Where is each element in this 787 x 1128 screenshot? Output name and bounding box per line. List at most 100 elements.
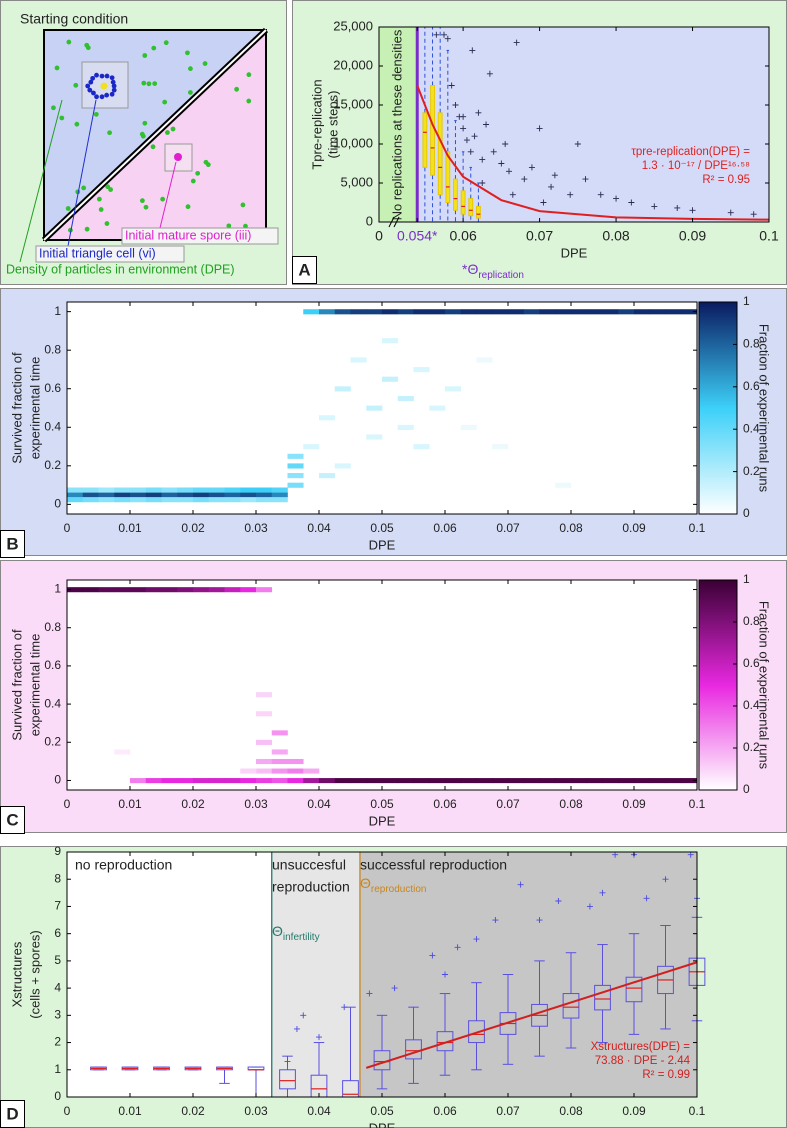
outlier: [567, 191, 574, 198]
cell-particle: [111, 87, 117, 93]
x-tick-label: 0.1: [689, 1104, 706, 1118]
heat-cell: [303, 768, 320, 774]
heat-cell: [649, 778, 666, 784]
outlier: [643, 895, 650, 902]
outlier: [548, 183, 555, 190]
heat-cell: [224, 587, 241, 593]
x-axis-label: DPE: [561, 245, 588, 260]
region: [67, 852, 272, 1097]
particle: [246, 98, 252, 104]
x-tick-label: 0.09: [622, 797, 646, 811]
heat-cell: [130, 487, 147, 493]
pointer: [67, 99, 97, 247]
heat-cell: [240, 497, 257, 503]
heat-cell: [382, 338, 399, 344]
colorbar-tick-label: 0.4: [743, 698, 760, 712]
fit-label: 73.88 · DPE - 2.44: [595, 1055, 691, 1067]
heat-cell: [67, 497, 84, 503]
heat-cell: [287, 758, 304, 765]
heat-cell: [224, 487, 241, 493]
threshold-symbol: *Θ: [462, 261, 478, 277]
box: [445, 151, 451, 204]
x-tick-label: 0.08: [602, 228, 629, 244]
heat-cell: [161, 487, 178, 493]
x-tick-label: 0.09: [622, 521, 646, 535]
threshold-symbol: Θ: [360, 875, 371, 891]
x-tick-label: 0.05: [370, 521, 394, 535]
chart: 0 0.2 0.4 0.6 0.8 1 Fraction of experimental r…: [0, 572, 772, 834]
region-label: no reproduction: [75, 857, 172, 873]
outlier: [479, 156, 486, 163]
heat-cell: [287, 778, 304, 784]
y-tick-label: 4: [54, 980, 61, 994]
diagram-title: Starting condition: [20, 11, 128, 27]
threshold-symbol: Θ: [272, 923, 283, 939]
heat-cell: [114, 487, 131, 493]
colorbar: [698, 301, 738, 515]
heat-cell: [366, 309, 383, 315]
outlier: [498, 160, 505, 167]
particle: [188, 90, 193, 95]
heat-cell: [161, 497, 178, 503]
heat-cell: [240, 487, 257, 493]
heat-cell: [460, 778, 477, 784]
heat-cell: [193, 492, 210, 498]
heat-cell: [508, 309, 525, 315]
cell-particle: [99, 94, 105, 100]
outlier: [551, 172, 558, 179]
heat-cell: [618, 778, 635, 784]
heat-cell: [193, 778, 210, 784]
particle: [142, 53, 148, 58]
axis-break: [388, 216, 400, 228]
x-tick-label: 0.01: [118, 521, 142, 535]
y-tick-label: 8: [54, 871, 61, 885]
outlier: [674, 204, 681, 211]
x-axis-label: DPE: [369, 813, 396, 828]
x-tick-label: 0.07: [526, 228, 553, 244]
box: [460, 190, 466, 215]
heat-cell: [67, 492, 84, 498]
heat-cell: [256, 492, 273, 498]
heat-cell: [256, 497, 273, 503]
heat-cell: [382, 309, 399, 315]
box: [468, 198, 474, 217]
outlier: [521, 176, 528, 183]
particle: [243, 223, 248, 229]
x-tick-label: 0.04: [307, 797, 331, 811]
outlier: [463, 137, 470, 144]
y-axis-label: Xstructures: [9, 941, 24, 1007]
heat-cell: [130, 492, 147, 498]
cell-particle: [87, 87, 93, 93]
outlier: [574, 141, 581, 147]
outlier: [750, 211, 757, 218]
particle: [151, 45, 157, 51]
particle: [226, 223, 232, 229]
heat-cell: [397, 424, 414, 430]
outlier: [492, 917, 499, 924]
outlier: [517, 881, 524, 888]
heat-cell: [366, 778, 383, 784]
outlier: [448, 82, 455, 89]
x-tick-label: 0: [375, 228, 383, 244]
divider: [43, 29, 267, 241]
cell-particle: [111, 83, 117, 89]
outlier: [469, 47, 476, 54]
y-tick-label: 0.8: [44, 342, 61, 356]
cell-label: Initial triangle cell (vi): [39, 246, 156, 260]
heat-cell: [303, 778, 320, 784]
x-tick-label: 0.1: [759, 228, 779, 244]
x-tick-label: 0.01: [118, 1104, 142, 1118]
chart: No replications at these densities *Θrepl…: [292, 18, 779, 284]
heat-cell: [161, 587, 178, 593]
outlier: [366, 990, 373, 997]
particle: [165, 130, 170, 135]
x-tick-label: 0.03: [244, 1104, 268, 1118]
heat-cell: [98, 487, 115, 493]
plot-bg: [67, 580, 697, 790]
outlier: [479, 180, 486, 186]
heat-cell: [240, 492, 257, 498]
x-tick-label: 0.01: [118, 797, 142, 811]
heat-cell: [161, 778, 178, 784]
heat-cell: [256, 692, 273, 698]
heat-cell: [114, 587, 131, 593]
